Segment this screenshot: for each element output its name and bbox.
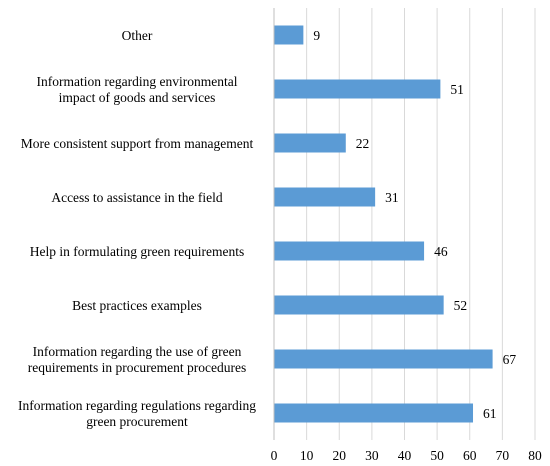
bar — [274, 241, 425, 261]
data-labels: 9 51 22 31 46 52 67 61 — [313, 28, 516, 421]
bar — [274, 79, 441, 99]
x-tick-label: 50 — [430, 448, 444, 463]
data-label: 67 — [503, 352, 517, 367]
category-label-line: Information regarding regulations regard… — [18, 398, 256, 413]
x-tick-label: 20 — [333, 448, 347, 463]
category-label-line: requirements in procurement procedures — [28, 360, 247, 375]
bar — [274, 25, 304, 45]
category-label-line: Other — [122, 28, 153, 43]
x-tick-label: 10 — [300, 448, 314, 463]
x-tick-label: 60 — [463, 448, 477, 463]
bar — [274, 187, 376, 207]
category-label: Best practices examples — [72, 298, 202, 313]
category-label: Information regarding environmental impac… — [37, 74, 238, 105]
x-tick-label: 70 — [496, 448, 510, 463]
category-label: Help in formulating green requirements — [30, 244, 244, 259]
category-label-line: More consistent support from management — [21, 136, 254, 151]
data-label: 46 — [434, 244, 448, 259]
bars — [274, 25, 493, 423]
data-label: 52 — [454, 298, 468, 313]
x-tick-label: 30 — [365, 448, 379, 463]
category-label: More consistent support from management — [21, 136, 254, 151]
x-axis-tick-labels: 0 10 20 30 40 50 60 70 80 — [271, 448, 542, 463]
x-tick-label: 0 — [271, 448, 278, 463]
x-tick-label: 80 — [528, 448, 542, 463]
category-label-line: Information regarding the use of green — [33, 344, 242, 359]
bar — [274, 133, 346, 153]
gridlines — [306, 8, 536, 440]
x-tick-label: 40 — [398, 448, 412, 463]
category-label-line: Information regarding environmental — [37, 74, 238, 89]
data-label: 61 — [483, 406, 497, 421]
data-label: 9 — [313, 28, 320, 43]
category-labels: Other Information regarding environmental… — [18, 28, 256, 429]
category-label-line: Access to assistance in the field — [51, 190, 223, 205]
data-label: 51 — [450, 82, 464, 97]
category-label: Information regarding the use of green re… — [28, 344, 247, 375]
category-label: Access to assistance in the field — [51, 190, 223, 205]
category-label-line: Help in formulating green requirements — [30, 244, 244, 259]
category-label-line: Best practices examples — [72, 298, 202, 313]
category-label: Other — [122, 28, 153, 43]
data-label: 31 — [385, 190, 399, 205]
category-label-line: impact of goods and services — [59, 90, 216, 105]
data-label: 22 — [356, 136, 370, 151]
bar — [274, 295, 444, 315]
bar — [274, 403, 474, 423]
bar — [274, 349, 493, 369]
category-label: Information regarding regulations regard… — [18, 398, 256, 429]
category-label-line: green procurement — [86, 414, 188, 429]
